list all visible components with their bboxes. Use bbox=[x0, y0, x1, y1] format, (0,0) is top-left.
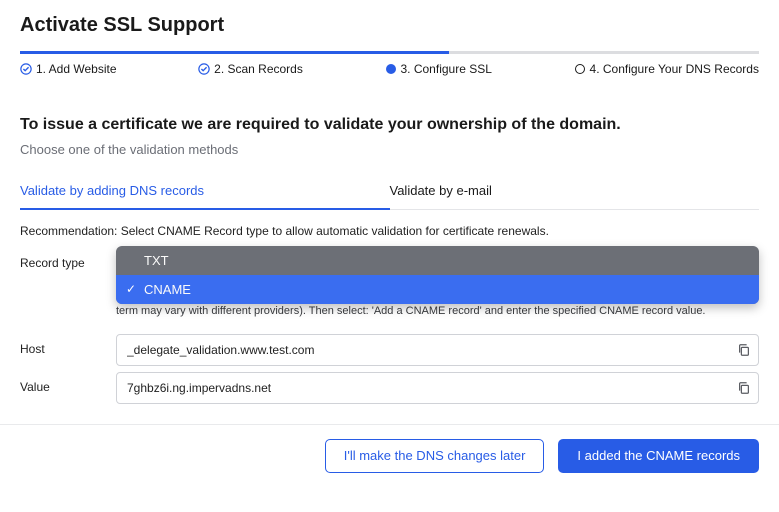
wizard-steps: 1. Add Website 2. Scan Records 3. Config… bbox=[20, 62, 759, 76]
footer-actions: I'll make the DNS changes later I added … bbox=[0, 439, 779, 485]
copy-icon[interactable] bbox=[737, 343, 751, 357]
step-label: 3. Configure SSL bbox=[401, 62, 492, 76]
recommendation-text: Recommendation: Select CNAME Record type… bbox=[20, 224, 759, 238]
copy-icon[interactable] bbox=[737, 381, 751, 395]
value-input[interactable] bbox=[116, 372, 759, 404]
row-host: Host bbox=[20, 334, 759, 366]
section-subheading: Choose one of the validation methods bbox=[20, 142, 759, 157]
added-records-button[interactable]: I added the CNAME records bbox=[558, 439, 759, 473]
record-type-dropdown: TXT CNAME bbox=[116, 246, 759, 304]
row-record-type: Record type TXT CNAME bbox=[20, 248, 759, 280]
option-txt[interactable]: TXT bbox=[116, 246, 759, 275]
validation-tabs: Validate by adding DNS records Validate … bbox=[20, 175, 759, 210]
step-label: 4. Configure Your DNS Records bbox=[590, 62, 759, 76]
check-icon bbox=[20, 63, 32, 75]
dot-empty-icon bbox=[574, 63, 586, 75]
check-icon bbox=[198, 63, 210, 75]
row-value: Value bbox=[20, 372, 759, 404]
tab-validate-email[interactable]: Validate by e-mail bbox=[390, 175, 760, 209]
page-title: Activate SSL Support bbox=[20, 14, 759, 37]
progress-fill bbox=[20, 51, 449, 54]
section-heading: To issue a certificate we are required t… bbox=[20, 116, 759, 134]
label-value: Value bbox=[20, 372, 116, 394]
step-scan-records[interactable]: 2. Scan Records bbox=[198, 62, 303, 76]
step-configure-ssl[interactable]: 3. Configure SSL bbox=[385, 62, 492, 76]
progress-track bbox=[20, 51, 759, 54]
option-cname[interactable]: CNAME bbox=[116, 275, 759, 304]
host-input[interactable] bbox=[116, 334, 759, 366]
label-record-type: Record type bbox=[20, 248, 116, 270]
label-host: Host bbox=[20, 334, 116, 356]
step-label: 2. Scan Records bbox=[214, 62, 303, 76]
step-configure-dns[interactable]: 4. Configure Your DNS Records bbox=[574, 62, 759, 76]
later-button[interactable]: I'll make the DNS changes later bbox=[325, 439, 545, 473]
step-label: 1. Add Website bbox=[36, 62, 117, 76]
footer-divider bbox=[0, 424, 779, 425]
step-add-website[interactable]: 1. Add Website bbox=[20, 62, 117, 76]
dot-filled-icon bbox=[385, 63, 397, 75]
tab-validate-dns[interactable]: Validate by adding DNS records bbox=[20, 175, 390, 210]
